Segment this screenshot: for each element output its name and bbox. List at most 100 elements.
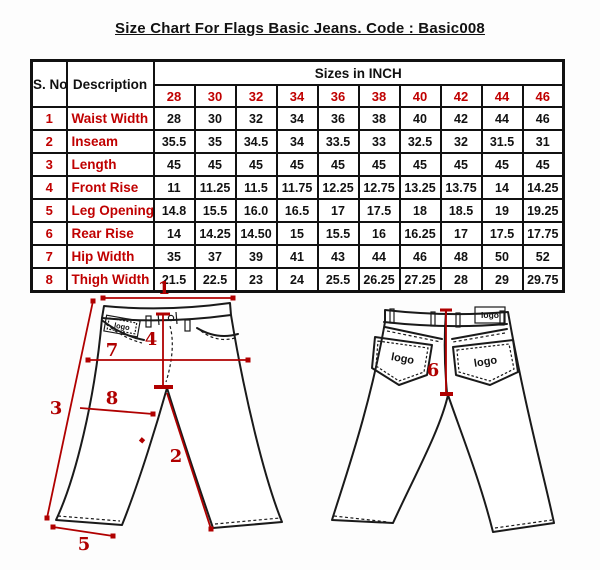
front-belt-loop [145, 315, 152, 328]
table-row: 1 Waist Width 28 30 32 34 36 38 40 42 44 46 [30, 106, 565, 131]
value-cell: 46 [521, 106, 565, 131]
measure-label-leg-opening: 5 [78, 534, 91, 555]
value-cell: 16.25 [398, 221, 442, 246]
value-cell: 14.8 [152, 198, 196, 223]
serial-cell: 3 [30, 152, 68, 177]
measure-leg-opening: 5 [50, 524, 116, 555]
size-column-header: 46 [521, 84, 565, 108]
measure-hip-width: 7 [85, 340, 251, 363]
measure-label-waist: 1 [158, 280, 171, 299]
table-row: 4 Front Rise 11 11.25 11.5 11.75 12.25 12.75 13.… [30, 175, 565, 200]
value-cell: 45 [521, 152, 565, 177]
value-cell: 17.5 [357, 198, 401, 223]
description-cell: Rear Rise [65, 221, 155, 246]
description-cell: Waist Width [65, 106, 155, 131]
table-row: 3 Length 45 45 45 45 45 45 45 45 45 45 [30, 152, 565, 177]
measure-label-hip: 7 [106, 340, 119, 361]
value-cell: 32 [439, 129, 483, 154]
description-cell: Hip Width [65, 244, 155, 269]
value-cell: 31.5 [480, 129, 524, 154]
value-cell: 45 [439, 152, 483, 177]
front-right-pocket-stitch [200, 330, 236, 341]
back-waistband-logo-patch: logo [474, 306, 506, 324]
value-cell: 44 [480, 106, 524, 131]
jeans-measurement-diagram: logo logo [44, 280, 555, 555]
value-cell: 33 [357, 129, 401, 154]
value-cell: 36 [316, 106, 360, 131]
value-cell: 24 [275, 267, 319, 293]
description-cell: Leg Opening [65, 198, 155, 223]
front-hem-stitch [57, 515, 281, 525]
value-cell: 39 [234, 244, 278, 269]
back-waistband-logo-text: logo [481, 310, 499, 320]
size-column-header: 34 [275, 84, 319, 108]
value-cell: 32.5 [398, 129, 442, 154]
front-right-pocket [196, 327, 239, 337]
value-cell: 18 [398, 198, 442, 223]
back-hem-stitch [333, 515, 553, 529]
front-view-diagram: logo [55, 302, 283, 529]
value-cell: 11.75 [275, 175, 319, 200]
front-logo-patch-text: logo [113, 321, 131, 333]
serial-column-header: S. No. [30, 59, 68, 108]
size-column-header: 32 [234, 84, 278, 108]
back-belt-loop [389, 308, 395, 324]
front-zipper-stitch [165, 325, 173, 383]
value-cell: 15 [275, 221, 319, 246]
measure-rear-rise: 6 [427, 308, 453, 396]
value-cell: 31 [521, 129, 565, 154]
value-cell: 26.25 [357, 267, 401, 293]
value-cell: 29 [480, 267, 524, 293]
back-belt-loop [430, 311, 436, 327]
serial-cell: 1 [30, 106, 68, 131]
value-cell: 22.5 [193, 267, 237, 293]
value-cell: 41 [275, 244, 319, 269]
serial-cell: 7 [30, 244, 68, 269]
value-cell: 34 [275, 106, 319, 131]
value-cell: 15.5 [316, 221, 360, 246]
value-cell: 45 [275, 152, 319, 177]
value-cell: 23 [234, 267, 278, 293]
value-cell: 16 [357, 221, 401, 246]
table-row: 7 Hip Width 35 37 39 41 43 44 46 48 50 52 [30, 244, 565, 269]
serial-cell: 4 [30, 175, 68, 200]
value-cell: 17.75 [521, 221, 565, 246]
value-cell: 14.25 [193, 221, 237, 246]
description-column-header: Description [65, 59, 155, 108]
back-right-pocket-logo: logo [473, 354, 498, 370]
value-cell: 17.5 [480, 221, 524, 246]
table-row: 5 Leg Opening 14.8 15.5 16.0 16.5 17 17.5 18 18.5… [30, 198, 565, 223]
measure-label-thigh: 8 [106, 388, 119, 409]
front-left-pocket [102, 320, 145, 341]
measure-label-inseam: 2 [170, 446, 183, 467]
value-cell: 16.0 [234, 198, 278, 223]
value-cell: 18.5 [439, 198, 483, 223]
value-cell: 30 [193, 106, 237, 131]
serial-cell: 6 [30, 221, 68, 246]
serial-cell: 8 [30, 267, 68, 293]
value-cell: 35 [193, 129, 237, 154]
value-cell: 15.5 [193, 198, 237, 223]
front-button [167, 314, 175, 322]
value-cell: 45 [193, 152, 237, 177]
back-belt-loop [499, 310, 505, 326]
value-cell: 40 [398, 106, 442, 131]
value-cell: 52 [521, 244, 565, 269]
measure-front-rise: 4 [145, 312, 173, 389]
value-cell: 34.5 [234, 129, 278, 154]
value-cell: 12.25 [316, 175, 360, 200]
value-cell: 34 [275, 129, 319, 154]
value-cell: 45 [316, 152, 360, 177]
size-column-header: 36 [316, 84, 360, 108]
value-cell: 21.5 [152, 267, 196, 293]
size-column-header: 44 [480, 84, 524, 108]
front-waistband-seam [101, 314, 232, 322]
table-row: 2 Inseam 35.5 35 34.5 34 33.5 33 32.5 32 31.5 31 [30, 129, 565, 154]
measure-label-rear-rise: 6 [427, 360, 440, 381]
back-right-pocket: logo [452, 339, 519, 386]
size-table-body: 1 Waist Width 28 30 32 34 36 38 40 42 44 46 2 Inseam 3… [30, 106, 565, 293]
page-title: Size Chart For Flags Basic Jeans. Code :… [115, 20, 485, 37]
serial-cell: 2 [30, 129, 68, 154]
size-column-header: 38 [357, 84, 401, 108]
